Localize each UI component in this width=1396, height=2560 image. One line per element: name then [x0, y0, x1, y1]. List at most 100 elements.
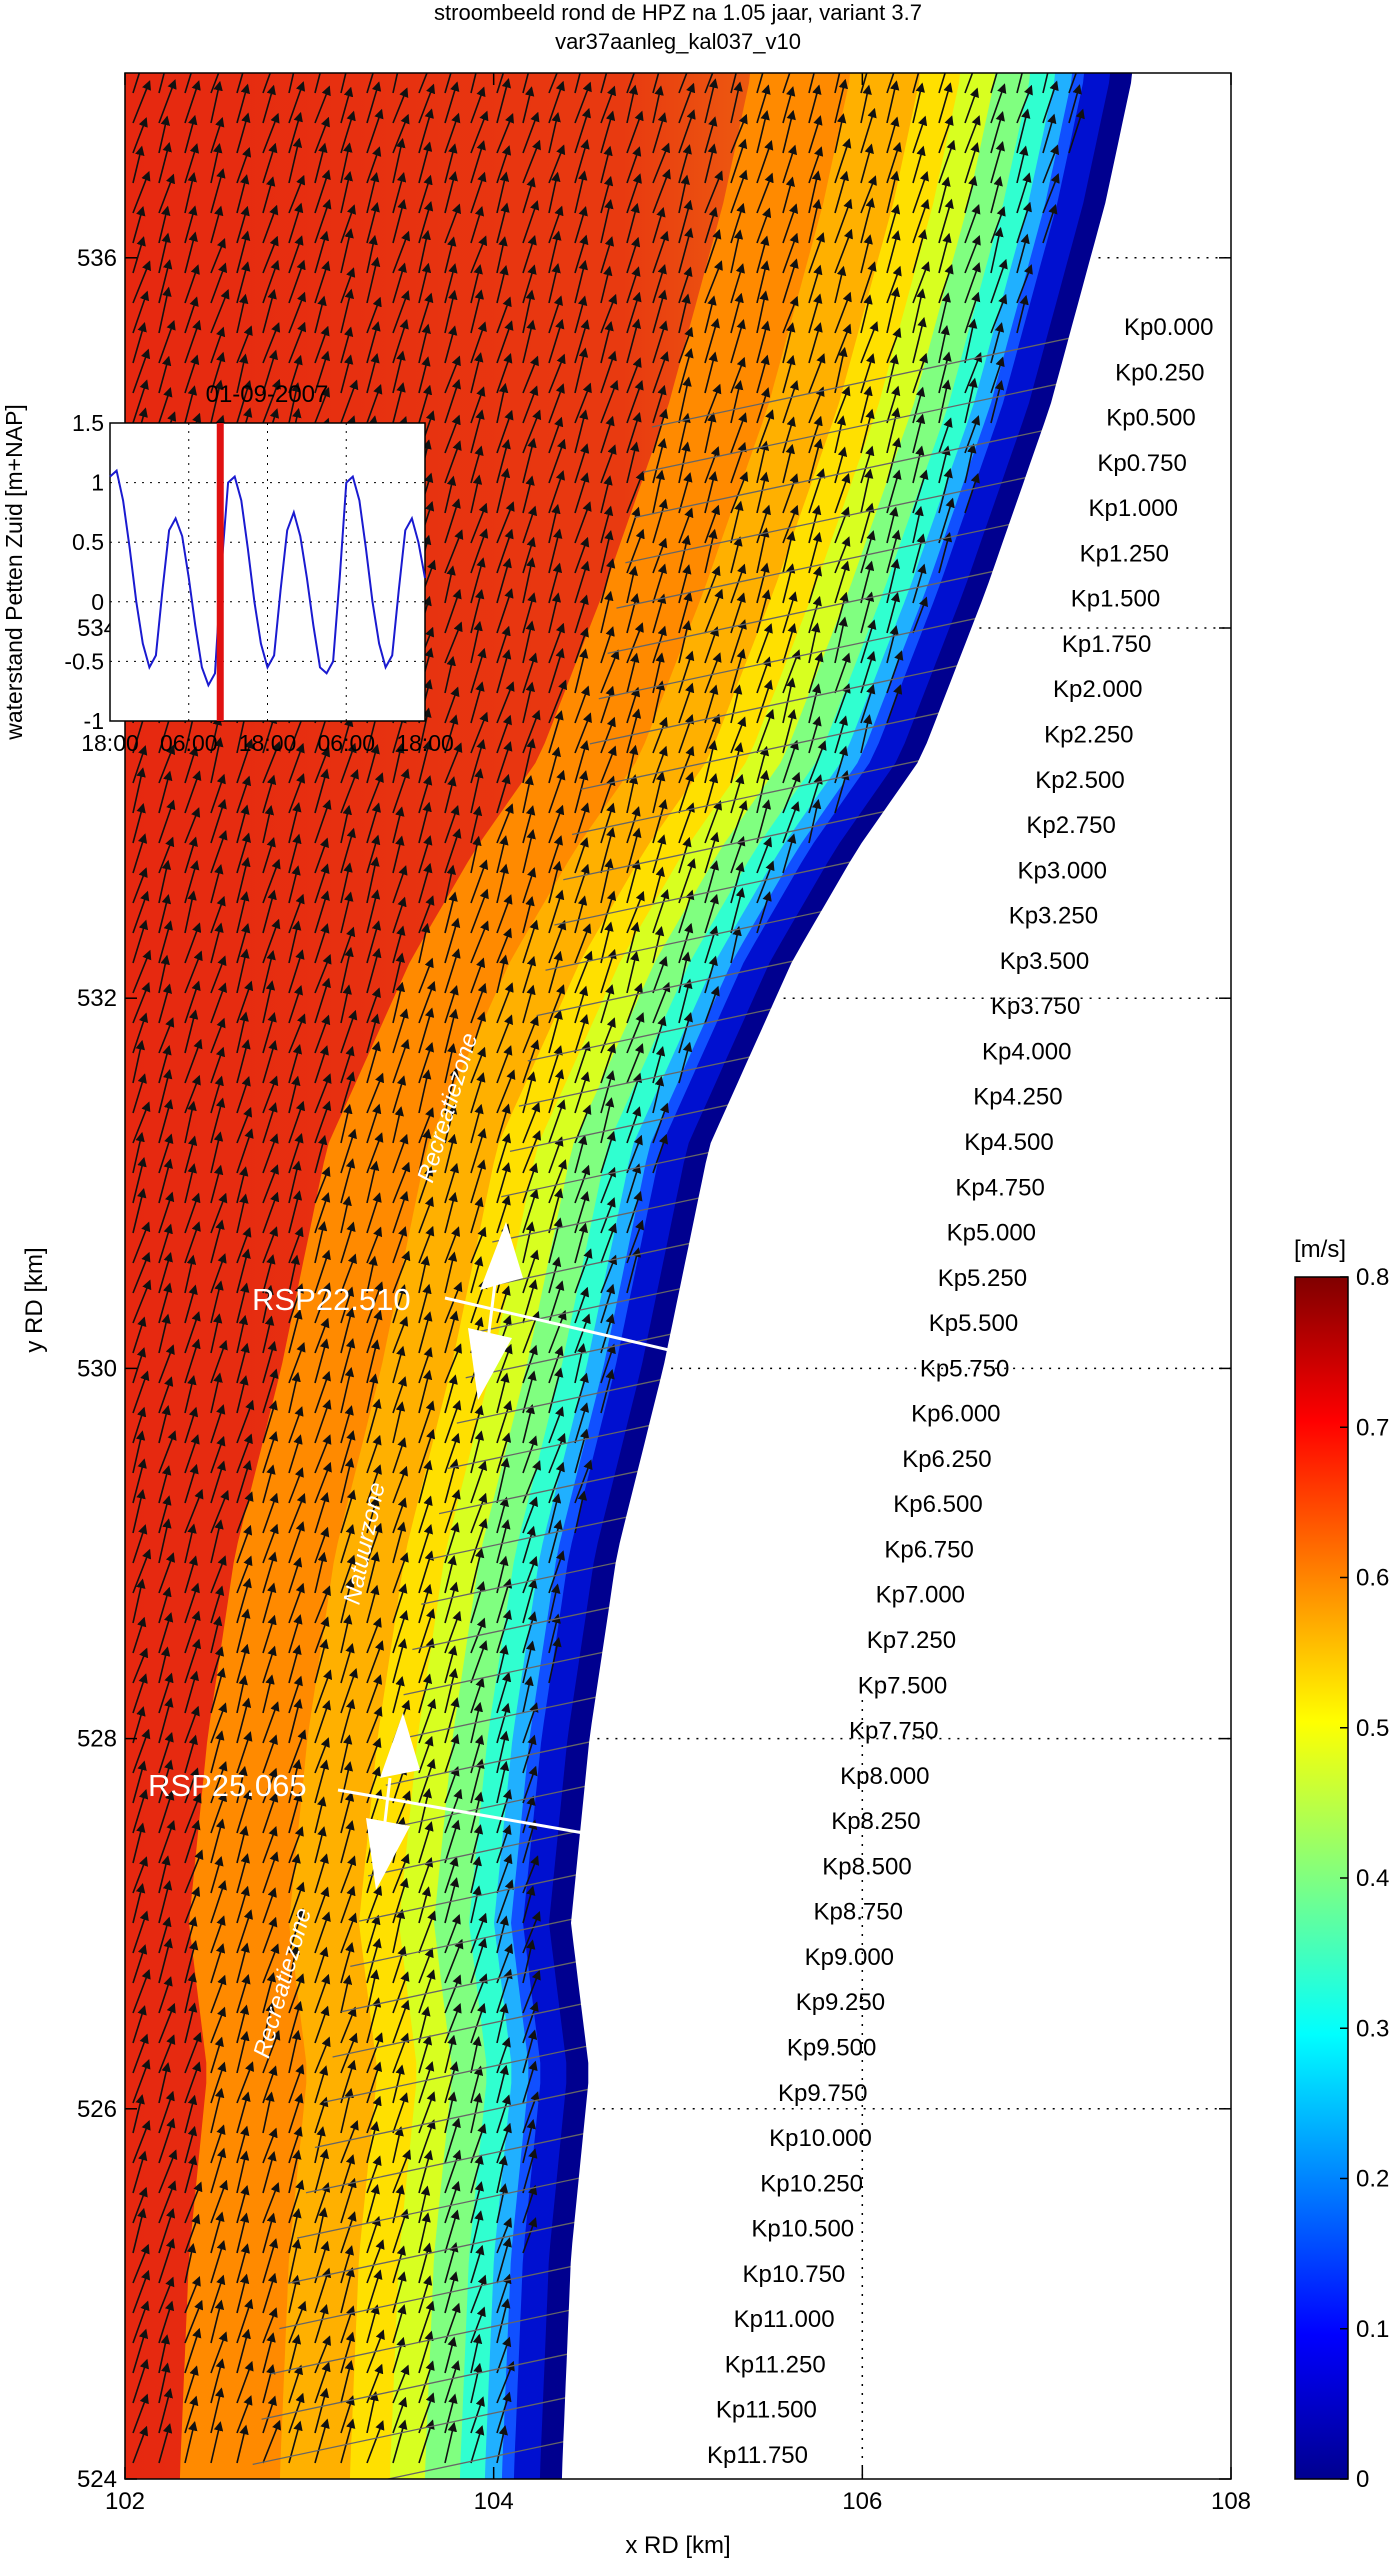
current-vector-arrow	[886, 437, 902, 484]
current-vector-arrow	[444, 325, 458, 364]
current-vector-arrow	[392, 768, 410, 814]
current-vector-arrow	[938, 82, 953, 124]
x-axis-label: x RD [km]	[625, 2532, 730, 2559]
current-vector-arrow	[886, 73, 895, 94]
current-vector-arrow	[340, 326, 354, 364]
current-vector-arrow	[574, 205, 588, 244]
current-vector-arrow	[1068, 108, 1085, 154]
kp-label: Kp10.250	[760, 2170, 863, 2197]
current-vector-arrow	[626, 411, 642, 454]
current-vector-arrow	[574, 81, 592, 124]
current-vector-arrow	[522, 86, 535, 124]
current-vector-arrow	[444, 686, 460, 724]
current-vector-arrow	[782, 443, 795, 484]
current-vector-arrow	[496, 113, 514, 154]
current-vector-arrow	[158, 744, 176, 784]
current-vector-arrow	[756, 110, 770, 154]
current-vector-arrow	[366, 772, 384, 814]
current-vector-arrow	[990, 380, 1005, 424]
current-vector-arrow	[730, 202, 746, 244]
current-vector-arrow	[834, 560, 850, 604]
current-vector-arrow	[366, 108, 384, 154]
current-vector-arrow	[912, 288, 926, 334]
current-vector-arrow	[782, 109, 796, 154]
kp-label: Kp4.750	[955, 1174, 1044, 1201]
current-vector-arrow	[470, 289, 484, 334]
current-vector-arrow	[964, 352, 983, 394]
kp-label: Kp3.250	[1009, 903, 1098, 930]
current-vector-arrow	[652, 230, 669, 274]
current-vector-arrow	[678, 534, 691, 574]
current-vector-arrow	[626, 686, 641, 724]
current-vector-arrow	[392, 318, 409, 364]
current-vector-arrow	[626, 565, 638, 604]
current-vector-arrow	[782, 86, 796, 124]
current-vector-arrow	[860, 591, 875, 634]
current-vector-arrow	[860, 294, 873, 334]
current-vector-arrow	[704, 831, 720, 874]
current-vector-arrow	[1042, 113, 1057, 154]
current-vector-arrow	[158, 386, 173, 424]
current-vector-arrow	[600, 685, 615, 724]
colorbar-tick-label: 0.4	[1356, 1865, 1389, 1892]
current-vector-arrow	[938, 198, 954, 244]
current-vector-arrow	[782, 833, 797, 874]
current-vector-arrow	[132, 745, 148, 784]
current-vector-arrow	[522, 475, 535, 514]
current-vector-arrow	[236, 832, 251, 874]
current-vector-arrow	[262, 741, 281, 784]
current-vector-arrow	[314, 295, 327, 334]
current-vector-arrow	[860, 468, 874, 514]
current-vector-arrow	[262, 142, 278, 184]
current-vector-arrow	[600, 827, 616, 874]
current-vector-arrow	[522, 775, 534, 814]
current-vector-arrow	[912, 317, 927, 364]
y-tick-label: 536	[77, 245, 117, 272]
current-vector-arrow	[184, 296, 199, 334]
current-vector-arrow	[730, 441, 747, 484]
current-vector-arrow	[262, 204, 279, 244]
current-vector-arrow	[756, 260, 770, 304]
current-vector-arrow	[782, 258, 799, 304]
current-vector-arrow	[210, 80, 223, 124]
colorbar-tick-label: 0.3	[1356, 2015, 1389, 2042]
current-vector-arrow	[314, 325, 330, 364]
current-vector-arrow	[756, 589, 771, 634]
y-tick-label: 528	[77, 1726, 117, 1753]
current-vector-arrow	[262, 112, 280, 154]
current-vector-arrow	[678, 326, 694, 364]
current-vector-arrow	[938, 497, 955, 544]
current-vector-arrow	[652, 625, 667, 664]
current-vector-arrow	[288, 865, 301, 904]
current-vector-arrow	[548, 73, 558, 94]
current-vector-arrow	[184, 746, 199, 784]
current-vector-arrow	[652, 384, 667, 424]
current-vector-arrow	[964, 443, 977, 484]
current-vector-arrow	[314, 746, 330, 784]
current-vector-arrow	[262, 805, 275, 844]
current-vector-arrow	[1042, 144, 1059, 184]
current-vector-arrow	[236, 293, 249, 334]
current-vector-arrow	[496, 145, 512, 184]
current-vector-arrow	[678, 376, 692, 424]
current-vector-arrow	[1016, 294, 1029, 334]
current-vector-arrow	[678, 771, 695, 814]
current-vector-arrow	[886, 469, 902, 514]
current-vector-arrow	[314, 116, 330, 154]
current-vector-arrow	[652, 437, 667, 484]
y-axis-label: y RD [km]	[21, 1247, 48, 1352]
current-vector-arrow	[730, 412, 748, 454]
current-vector-arrow	[470, 352, 484, 394]
kp-label: Kp5.000	[947, 1220, 1036, 1247]
current-vector-arrow	[652, 834, 667, 874]
current-vector-arrow	[184, 770, 202, 814]
current-vector-arrow	[522, 652, 538, 694]
current-vector-arrow	[782, 232, 799, 274]
current-vector-arrow	[704, 652, 722, 694]
kp-label: Kp7.750	[849, 1718, 938, 1745]
current-vector-arrow	[938, 232, 952, 274]
current-vector-arrow	[522, 592, 537, 634]
current-vector-arrow	[860, 408, 875, 454]
current-vector-arrow	[210, 326, 226, 364]
current-vector-arrow	[704, 772, 719, 814]
